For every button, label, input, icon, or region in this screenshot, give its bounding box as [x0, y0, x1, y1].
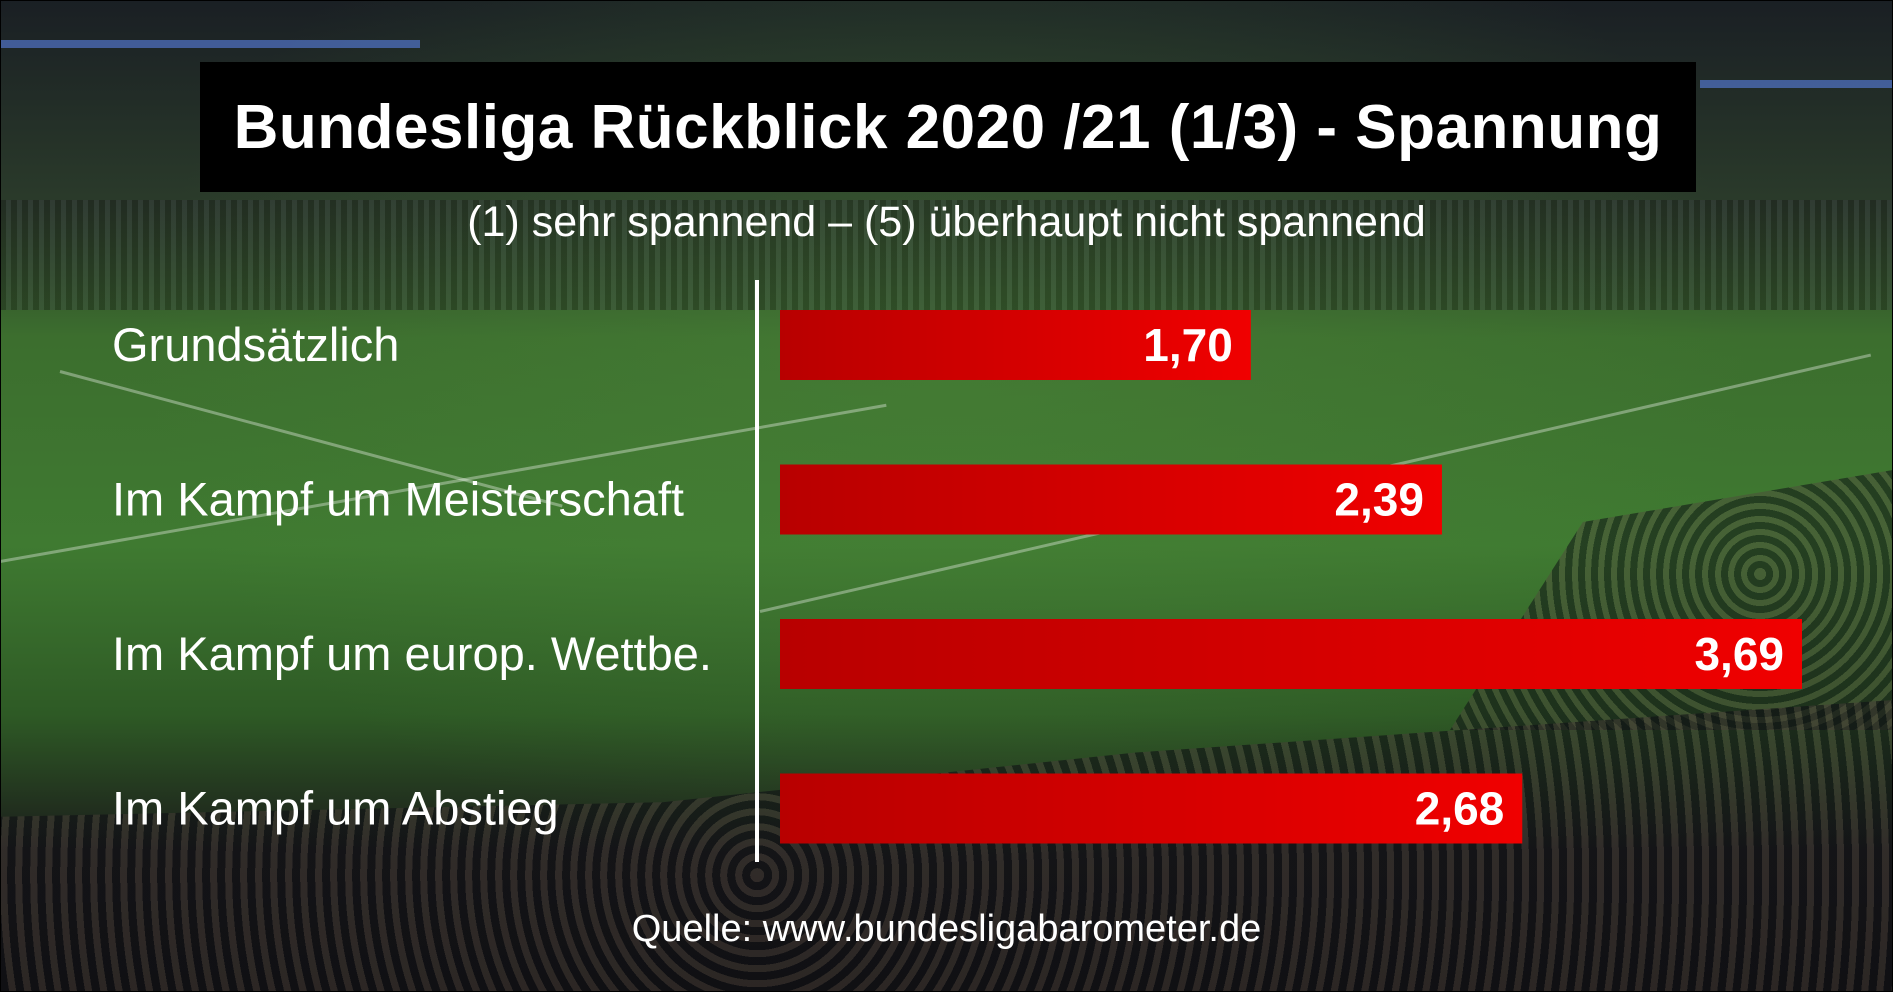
category-label: Grundsätzlich — [112, 318, 399, 371]
source-note: Quelle: www.bundesligabarometer.de — [631, 908, 1262, 950]
title-background — [200, 62, 1696, 192]
bar — [780, 464, 1442, 535]
chart-subtitle: (1) sehr spannend – (5) überhaupt nicht … — [467, 198, 1426, 246]
bar — [780, 310, 1251, 380]
category-label: Im Kampf um Meisterschaft — [112, 473, 684, 526]
chart-title: Bundesliga Rückblick 2020 /21 (1/3) - Sp… — [233, 92, 1663, 162]
bar — [780, 773, 1523, 844]
value-label: 2,39 — [1334, 474, 1424, 526]
bars-layer: Grundsätzlich 1,70 Im Kampf um Meisterscha… — [112, 310, 1802, 844]
value-label: 1,70 — [1143, 319, 1233, 371]
crowd-background — [0, 200, 1893, 310]
stadium-lights — [1700, 80, 1893, 88]
category-label: Im Kampf um Abstieg — [112, 782, 559, 835]
category-label: Im Kampf um europ. Wettbe. — [112, 627, 712, 680]
bar — [780, 619, 1802, 689]
value-label: 2,68 — [1415, 783, 1505, 835]
value-label: 3,69 — [1694, 628, 1784, 680]
stadium-lights — [0, 40, 420, 48]
